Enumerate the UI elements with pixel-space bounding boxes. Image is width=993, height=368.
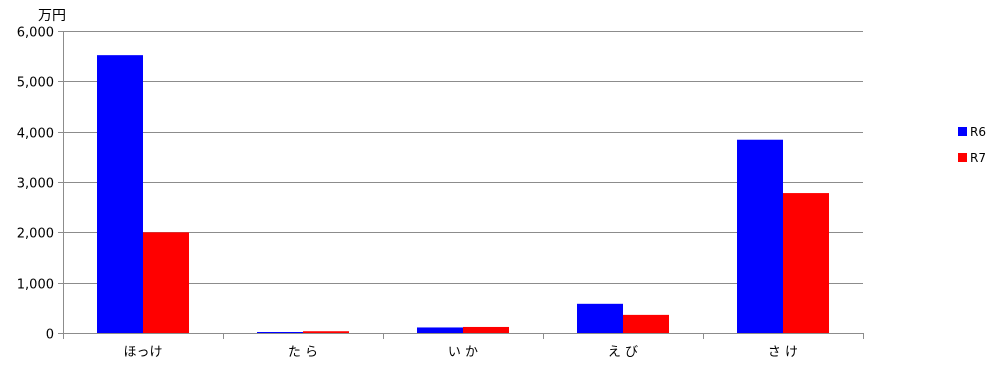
x-category-label: い か xyxy=(448,345,478,360)
y-tick-label: 0 xyxy=(46,328,54,343)
x-category-label: ほっけ xyxy=(123,345,162,360)
bar-r7 xyxy=(463,326,509,333)
x-category-label: さ け xyxy=(768,345,798,360)
x-category-label: え び xyxy=(608,345,638,360)
axes xyxy=(58,31,864,339)
bar-r7 xyxy=(303,331,349,333)
x-category-label: た ら xyxy=(288,345,318,360)
bars xyxy=(97,55,829,333)
y-tick-label: 6,000 xyxy=(17,26,54,41)
bar-r6 xyxy=(257,332,303,333)
y-tick-label: 3,000 xyxy=(17,177,54,192)
bar-r6 xyxy=(577,303,623,333)
gridlines xyxy=(63,31,863,284)
legend-swatch-r6 xyxy=(958,127,967,136)
bar-r7 xyxy=(143,232,189,333)
legend: R6 R7 xyxy=(958,125,986,165)
legend-label-r7: R7 xyxy=(970,151,986,165)
y-tick-label: 4,000 xyxy=(17,127,54,142)
y-tick-label: 5,000 xyxy=(17,76,54,91)
bar-r6 xyxy=(417,327,463,333)
legend-swatch-r7 xyxy=(958,153,967,162)
bar-r6 xyxy=(737,139,783,333)
y-tick-label: 2,000 xyxy=(17,227,54,242)
legend-label-r6: R6 xyxy=(970,125,986,139)
bar-r7 xyxy=(783,193,829,333)
bar-r7 xyxy=(623,314,669,333)
y-unit-label: 万円 xyxy=(38,8,66,24)
y-tick-label: 1,000 xyxy=(17,278,54,293)
bar-r6 xyxy=(97,55,143,333)
tick-labels: 0 1,000 2,000 3,000 4,000 5,000 6,000 ほっけ た ら い か… xyxy=(17,26,798,361)
